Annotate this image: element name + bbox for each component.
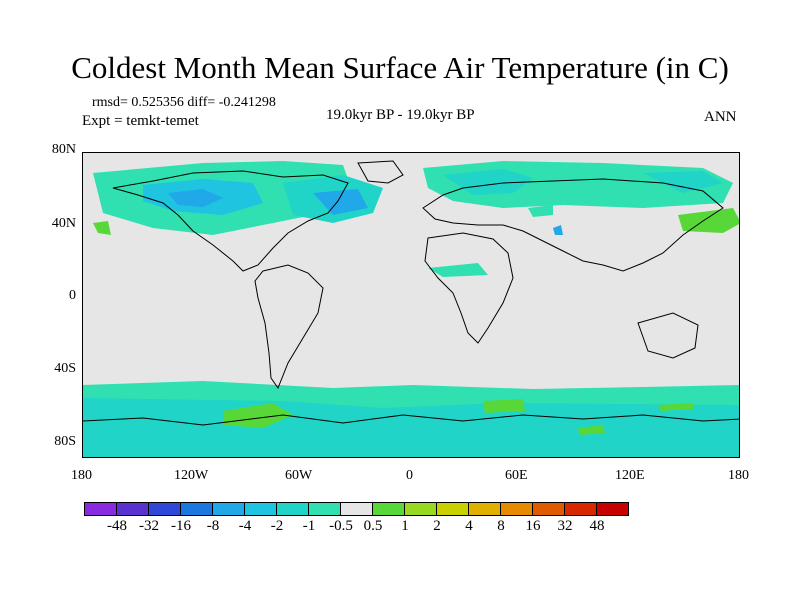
colorbar — [84, 502, 629, 516]
colorbar-cell — [564, 502, 597, 516]
lat-tick-80s: 80S — [54, 434, 76, 449]
colorbar-cell — [596, 502, 629, 516]
lon-tick-60w: 60W — [285, 468, 313, 483]
warming-region-pacific-ne — [93, 221, 111, 235]
cooling-region-scandinavia — [443, 169, 533, 195]
lat-tick-40n: 40N — [51, 216, 76, 231]
lon-tick-60e: 60E — [505, 468, 528, 483]
colorbar-label: -1 — [302, 518, 316, 534]
lat-tick-0: 0 — [69, 288, 76, 303]
colorbar-cell — [212, 502, 245, 516]
colorbar-cell — [276, 502, 309, 516]
colorbar-cell — [340, 502, 373, 516]
lon-tick-180e: 180 — [728, 468, 749, 483]
colorbar-cell — [180, 502, 213, 516]
colorbar-cell — [436, 502, 469, 516]
season-text: ANN — [704, 109, 737, 125]
colorbar-cell — [308, 502, 341, 516]
colorbar-label: -4 — [238, 518, 252, 534]
colorbar-label: 32 — [557, 518, 573, 534]
cooling-region-siberia — [643, 171, 723, 193]
cooling-patch-tibet — [553, 225, 563, 235]
colorbar-label: 8 — [497, 518, 505, 534]
colorbar-label: -0.5 — [329, 518, 353, 534]
warming-region-weddell — [483, 399, 525, 413]
colorbar-cell — [116, 502, 149, 516]
colorbar-cell — [244, 502, 277, 516]
lon-tick-180w: 180 — [71, 468, 92, 483]
lat-tick-80n: 80N — [51, 142, 76, 157]
colorbar-cell — [148, 502, 181, 516]
map-panel — [82, 152, 740, 458]
colorbar-label: 16 — [525, 518, 541, 534]
colorbar-label: 4 — [465, 518, 473, 534]
coast-north-america — [112, 170, 349, 272]
colorbar-label: 48 — [589, 518, 605, 534]
lat-tick-40s: 40S — [54, 361, 76, 376]
coast-antarctica — [83, 414, 739, 426]
warming-region-pacific-nw — [678, 208, 739, 233]
warming-region-east-antarctic — [578, 425, 605, 435]
warming-region-ross — [658, 403, 693, 411]
cooling-patch-caspian — [528, 205, 553, 217]
coast-africa — [424, 232, 514, 344]
coast-eurasia — [422, 178, 724, 272]
warming-region-amundsen — [223, 403, 293, 428]
colorbar-cell — [500, 502, 533, 516]
colorbar-label: 1 — [401, 518, 409, 534]
cooling-region-alaska — [168, 189, 223, 207]
anomaly-field — [83, 161, 739, 457]
colorbar-label: -16 — [171, 518, 191, 534]
coast-south-america — [254, 264, 324, 390]
lon-tick-120w: 120W — [174, 468, 209, 483]
chart-title: Coldest Month Mean Surface Air Temperatu… — [71, 50, 729, 85]
colorbar-label: -48 — [107, 518, 127, 534]
colorbar-cell — [532, 502, 565, 516]
coast-australia — [637, 312, 699, 359]
cooling-patch-sahara — [428, 263, 488, 277]
colorbar-cell — [468, 502, 501, 516]
period-text: 19.0kyr BP - 19.0kyr BP — [326, 107, 475, 123]
map-svg — [83, 153, 739, 457]
colorbar-label: 2 — [433, 518, 441, 534]
rmsd-diff-text: rmsd= 0.525356 diff= -0.241298 — [92, 95, 276, 110]
coast-greenland — [357, 160, 404, 184]
lon-tick-120e: 120E — [615, 468, 645, 483]
coastlines — [83, 160, 739, 426]
cooling-region-antarctic — [83, 398, 739, 457]
cooling-region-hudson — [313, 189, 368, 215]
colorbar-cell — [372, 502, 405, 516]
colorbar-label: -8 — [206, 518, 220, 534]
colorbar-label: -32 — [139, 518, 159, 534]
colorbar-label: 0.5 — [363, 518, 383, 534]
lon-tick-0: 0 — [406, 468, 413, 483]
colorbar-cell — [404, 502, 437, 516]
colorbar-cell — [84, 502, 117, 516]
colorbar-label: -2 — [270, 518, 284, 534]
expt-text: Expt = temkt-temet — [82, 113, 199, 129]
